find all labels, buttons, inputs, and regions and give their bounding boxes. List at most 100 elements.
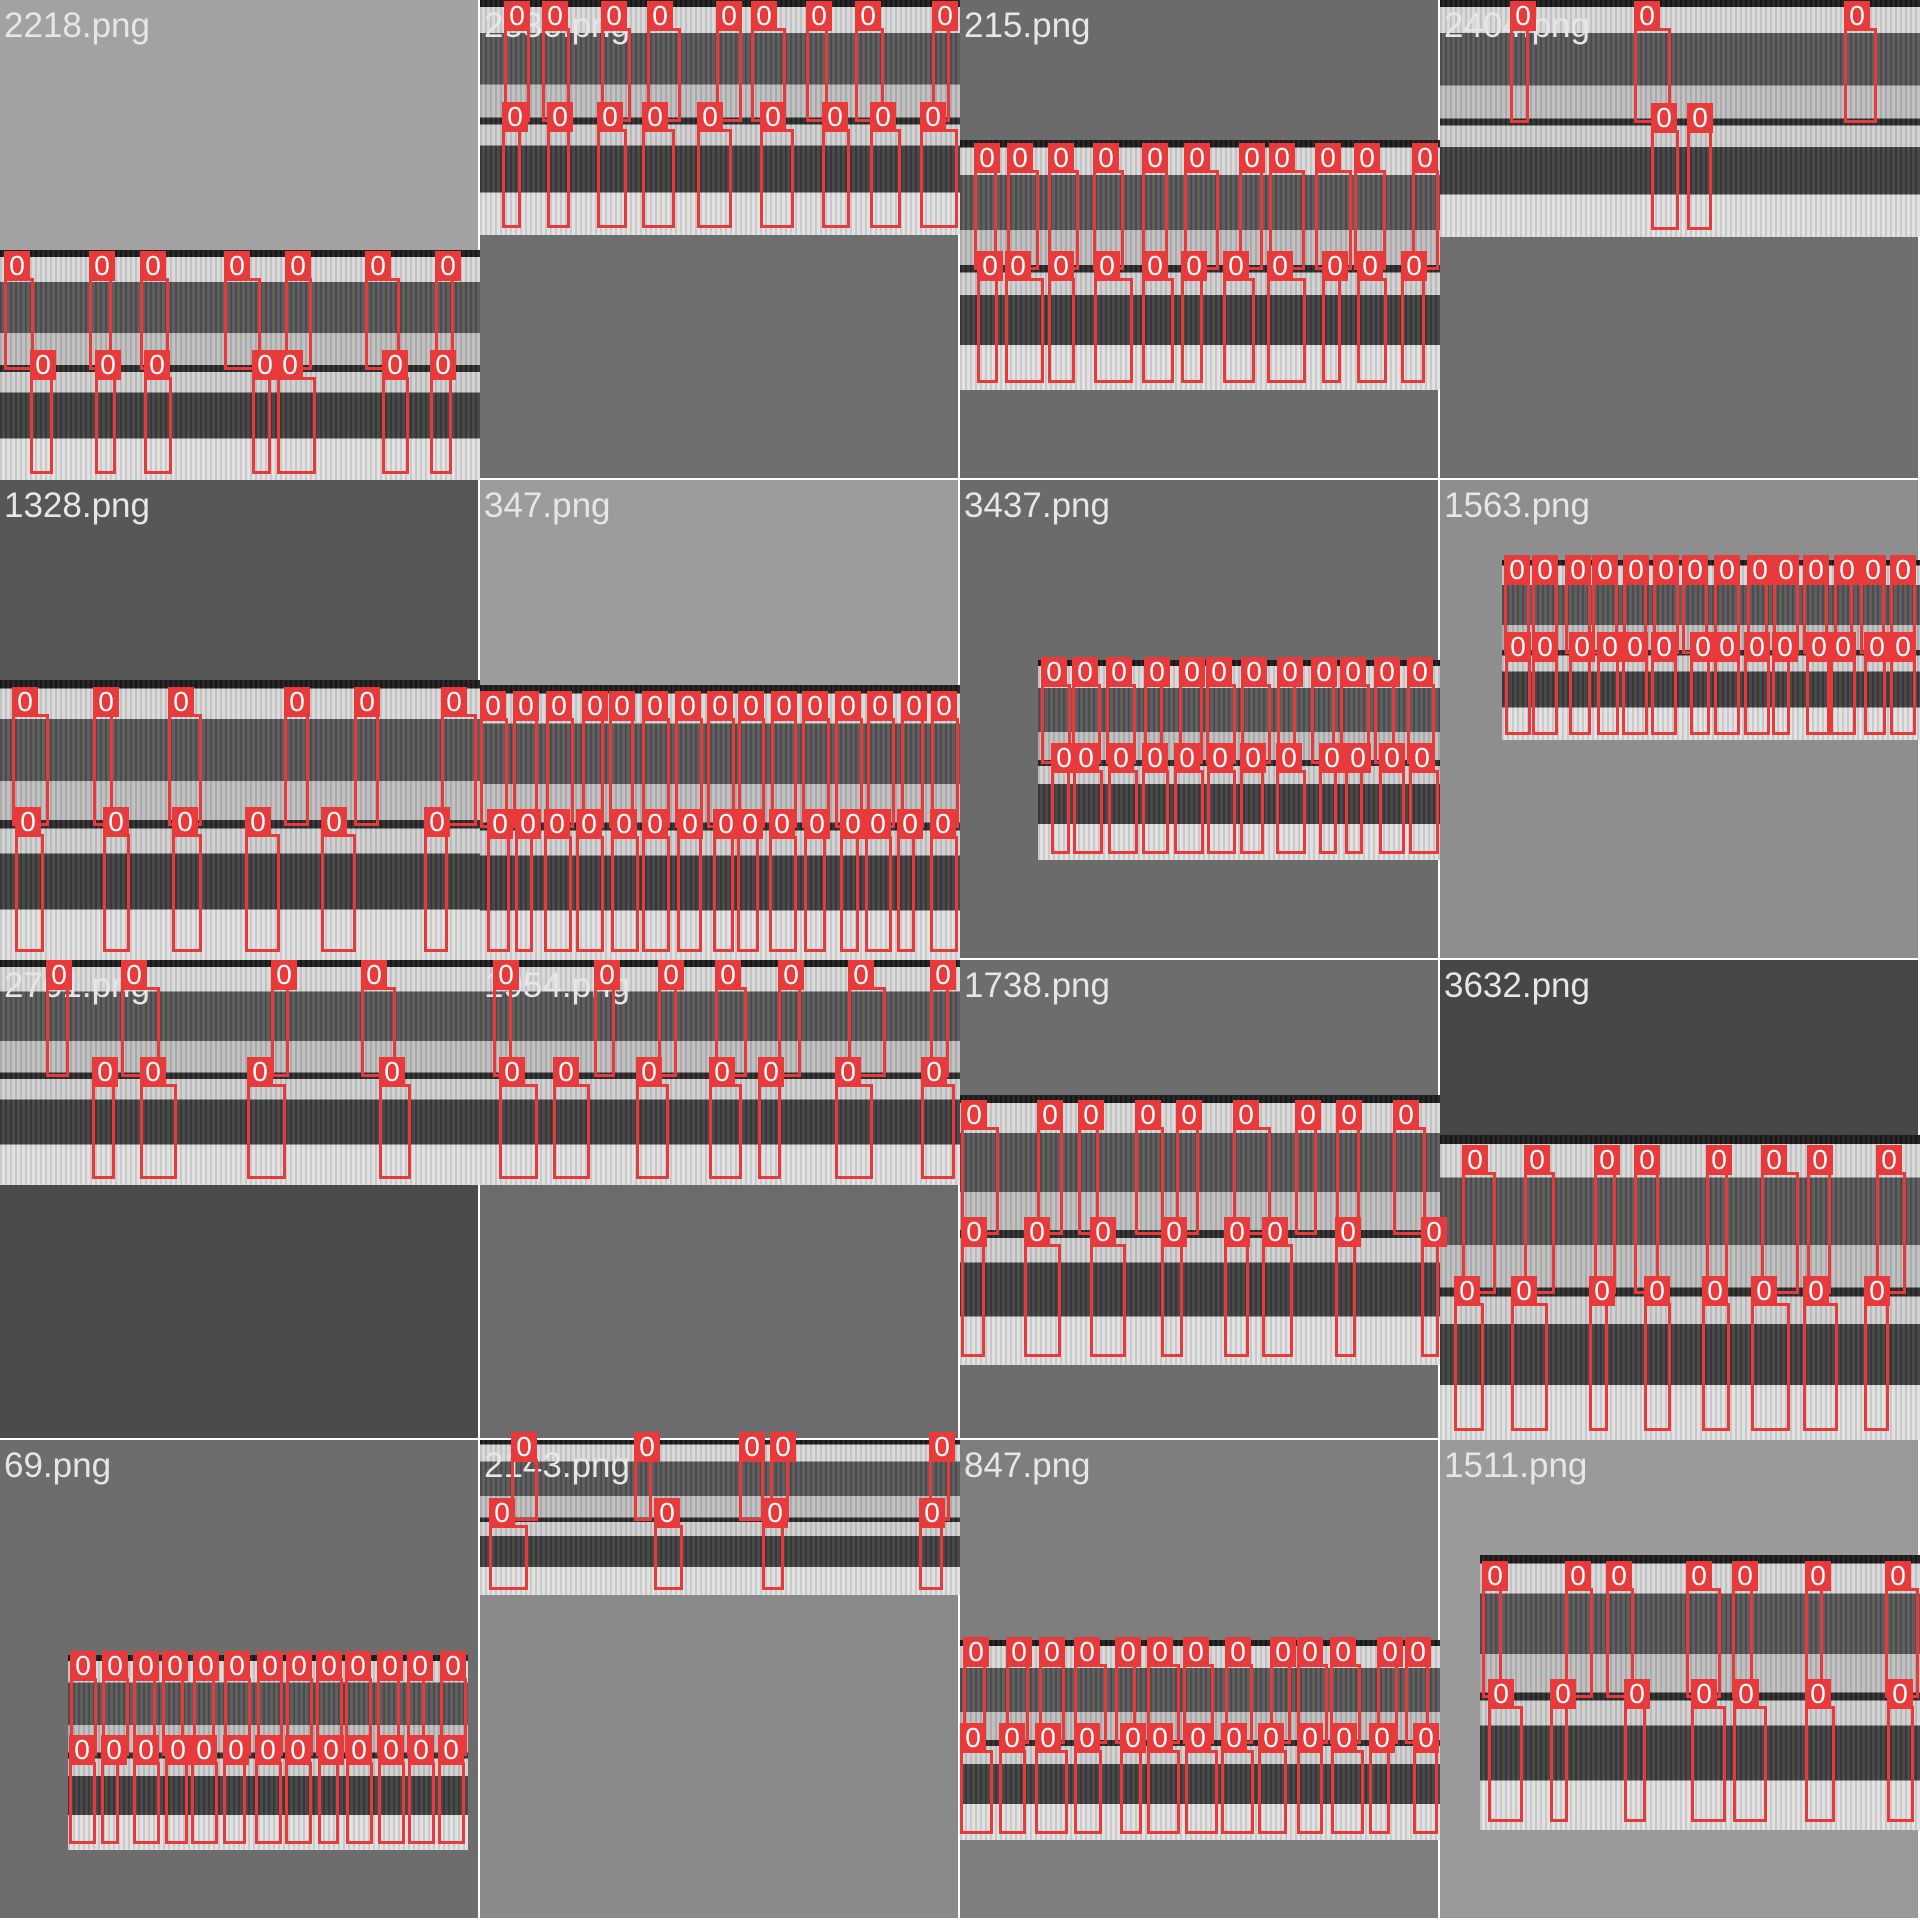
detection-box[interactable]: 0: [1805, 1561, 1831, 1698]
detection-box[interactable]: 0: [1864, 1276, 1890, 1431]
detection-box[interactable]: 0: [133, 1735, 160, 1844]
detection-box[interactable]: 0: [1687, 103, 1713, 230]
detection-box[interactable]: 0: [1623, 555, 1649, 654]
detection-box[interactable]: 0: [960, 1723, 993, 1834]
detection-box[interactable]: 0: [1413, 1723, 1439, 1834]
detection-box[interactable]: 0: [247, 1057, 286, 1179]
detection-box[interactable]: 0: [1331, 1723, 1364, 1834]
detection-box[interactable]: 0: [1024, 1217, 1061, 1357]
detection-box[interactable]: 0: [758, 1057, 784, 1179]
detection-box[interactable]: 0: [1733, 1679, 1767, 1822]
detection-box[interactable]: 0: [1550, 1679, 1576, 1822]
detection-box[interactable]: 0: [318, 1735, 344, 1844]
detection-box[interactable]: 0: [121, 960, 160, 1077]
detection-box[interactable]: 0: [1035, 1723, 1068, 1834]
detection-box[interactable]: 0: [1890, 555, 1916, 654]
detection-box[interactable]: 0: [1751, 1276, 1790, 1431]
detection-box[interactable]: 0: [493, 960, 519, 1077]
detection-box[interactable]: 0: [921, 1057, 955, 1179]
detection-box[interactable]: 0: [760, 102, 794, 228]
detection-box[interactable]: 0: [1185, 1723, 1218, 1834]
detection-box[interactable]: 0: [379, 1057, 411, 1179]
detection-box[interactable]: 0: [1606, 1561, 1634, 1698]
detection-box[interactable]: 0: [1622, 632, 1648, 735]
detection-box[interactable]: 0: [544, 809, 572, 952]
detection-box[interactable]: 0: [1073, 743, 1103, 854]
detection-box[interactable]: 0: [1369, 1723, 1395, 1834]
detection-box[interactable]: 0: [1051, 743, 1077, 854]
detection-box[interactable]: 0: [1267, 251, 1306, 383]
detection-box[interactable]: 0: [257, 1651, 283, 1756]
detection-box[interactable]: 0: [542, 1, 570, 122]
detection-box[interactable]: 0: [1510, 1, 1536, 123]
detection-box[interactable]: 0: [929, 1432, 955, 1521]
detection-box[interactable]: 0: [713, 809, 739, 952]
detection-box[interactable]: 0: [487, 809, 513, 952]
detection-box[interactable]: 0: [172, 807, 202, 952]
detection-box[interactable]: 0: [489, 1498, 528, 1590]
detection-box[interactable]: 0: [1830, 632, 1856, 735]
detection-box[interactable]: 0: [709, 1057, 742, 1179]
detection-box[interactable]: 0: [1184, 143, 1219, 270]
detection-box[interactable]: 0: [1702, 1276, 1730, 1431]
detection-box[interactable]: 0: [1834, 555, 1860, 654]
detection-box[interactable]: 0: [277, 350, 316, 474]
detection-box[interactable]: 0: [1135, 1100, 1164, 1235]
detection-box[interactable]: 0: [504, 1, 530, 122]
detection-box[interactable]: 0: [1270, 1637, 1296, 1744]
detection-box[interactable]: 0: [255, 1735, 282, 1844]
detection-box[interactable]: 0: [1594, 1145, 1620, 1294]
detection-box[interactable]: 0: [920, 102, 958, 228]
detection-box[interactable]: 0: [1805, 1679, 1835, 1822]
detection-box[interactable]: 0: [133, 1651, 159, 1756]
mosaic-tile[interactable]: 2761.png 0 0 0 0 0 0 0 0: [0, 960, 480, 1440]
detection-box[interactable]: 0: [1311, 657, 1337, 764]
detection-box[interactable]: 0: [1409, 743, 1439, 854]
detection-box[interactable]: 0: [1864, 632, 1890, 735]
detection-box[interactable]: 0: [1747, 555, 1773, 654]
detection-box[interactable]: 0: [285, 251, 312, 370]
detection-box[interactable]: 0: [1090, 1217, 1126, 1357]
detection-box[interactable]: 0: [1206, 657, 1236, 764]
detection-box[interactable]: 0: [224, 251, 261, 370]
detection-box[interactable]: 0: [553, 1057, 590, 1179]
detection-box[interactable]: 0: [70, 1651, 97, 1756]
detection-box[interactable]: 0: [30, 350, 56, 474]
detection-box[interactable]: 0: [1806, 632, 1832, 735]
detection-box[interactable]: 0: [499, 1057, 538, 1179]
detection-box[interactable]: 0: [1179, 657, 1205, 764]
detection-box[interactable]: 0: [769, 809, 797, 952]
detection-box[interactable]: 0: [101, 1735, 127, 1844]
detection-box[interactable]: 0: [738, 691, 765, 828]
detection-box[interactable]: 0: [1276, 743, 1306, 854]
detection-box[interactable]: 0: [1565, 1561, 1593, 1698]
detection-box[interactable]: 0: [1094, 251, 1133, 383]
detection-box[interactable]: 0: [1322, 251, 1348, 383]
detection-box[interactable]: 0: [1340, 657, 1370, 764]
detection-box[interactable]: 0: [1161, 1217, 1187, 1357]
detection-box[interactable]: 0: [611, 809, 639, 952]
detection-box[interactable]: 0: [4, 251, 34, 370]
mosaic-tile[interactable]: 3632.png 0 0 0 0 0 0 0 0 0 0 0 0 0 0 0 0: [1440, 960, 1920, 1440]
detection-box[interactable]: 0: [1504, 555, 1530, 654]
detection-box[interactable]: 0: [382, 350, 409, 474]
detection-box[interactable]: 0: [1037, 1100, 1063, 1235]
detection-box[interactable]: 0: [1651, 632, 1677, 735]
detection-box[interactable]: 0: [1772, 632, 1798, 735]
detection-box[interactable]: 0: [1142, 251, 1174, 383]
detection-box[interactable]: 0: [1565, 555, 1591, 654]
detection-box[interactable]: 0: [1412, 143, 1439, 270]
detection-box[interactable]: 0: [321, 807, 356, 952]
detection-box[interactable]: 0: [361, 960, 396, 1077]
detection-box[interactable]: 0: [1072, 657, 1101, 764]
detection-box[interactable]: 0: [1691, 1679, 1726, 1822]
detection-box[interactable]: 0: [1144, 657, 1170, 764]
detection-box[interactable]: 0: [1142, 743, 1169, 854]
detection-box[interactable]: 0: [737, 809, 763, 952]
detection-box[interactable]: 0: [284, 687, 310, 826]
detection-box[interactable]: 0: [1240, 743, 1266, 854]
detection-box[interactable]: 0: [93, 687, 119, 826]
detection-box[interactable]: 0: [1401, 251, 1427, 383]
detection-box[interactable]: 0: [636, 1057, 669, 1179]
